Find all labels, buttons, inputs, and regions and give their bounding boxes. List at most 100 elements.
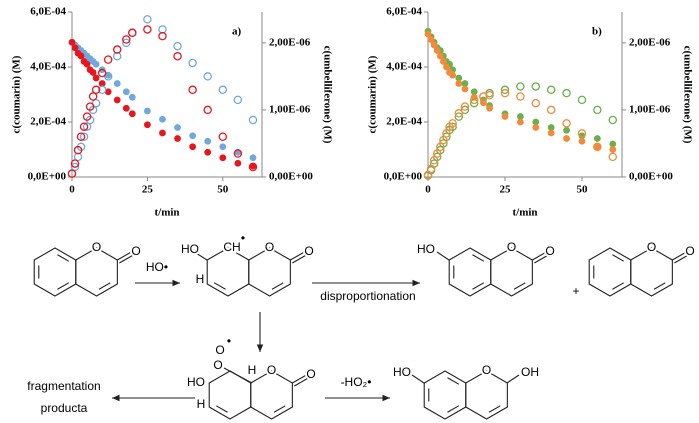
y2-axis-title: c(umbelliferone) (M) [321, 46, 333, 144]
data-point [71, 44, 79, 52]
data-point [443, 63, 450, 71]
data-point [113, 80, 121, 87]
y-tick-label: 6,0E-04 [30, 6, 66, 18]
data-point [516, 118, 524, 126]
bond [294, 377, 309, 387]
data-point [77, 52, 85, 60]
data-point [470, 93, 478, 101]
data-point [173, 41, 182, 51]
data-point [460, 102, 470, 111]
atom-label: O [267, 363, 276, 377]
atom-label: O [215, 343, 224, 357]
bond [292, 254, 307, 264]
atom-label: HO [393, 365, 411, 379]
double-bond [216, 405, 228, 413]
y-axis-title: c(coumarin) (M) [367, 55, 379, 133]
data-point [159, 115, 166, 123]
data-point [516, 113, 524, 120]
data-point [547, 124, 555, 131]
atom-label: O [213, 358, 222, 372]
double-bond [488, 405, 501, 413]
data-point [486, 104, 493, 112]
data-point [82, 122, 92, 131]
data-point [562, 119, 571, 128]
data-point [563, 135, 570, 142]
data-point [88, 92, 98, 101]
data-point [442, 129, 451, 138]
data-point [470, 88, 478, 96]
data-point [461, 80, 469, 87]
data-point [113, 96, 121, 104]
condition: disproportionation [320, 289, 415, 303]
data-point [531, 82, 541, 91]
data-point [234, 159, 242, 167]
x-tick-label: 0 [425, 184, 431, 196]
data-point [173, 52, 182, 61]
y2-axis-title: c(umbelliferone) (M) [681, 46, 693, 144]
double-bond [273, 405, 286, 413]
y2-tick-label: 2,00E-06 [629, 36, 671, 48]
data-point [516, 82, 525, 91]
data-point [122, 104, 130, 112]
data-point [532, 124, 540, 131]
data-point [577, 95, 587, 105]
double-bond [447, 405, 459, 413]
data-point [455, 74, 463, 82]
atom-label: O [685, 244, 694, 258]
data-point [67, 169, 77, 178]
data-point [122, 35, 131, 44]
atom-label: HO [187, 375, 205, 389]
data-point [248, 115, 258, 125]
data-point [189, 132, 197, 140]
data-point [593, 105, 602, 115]
ring [250, 370, 293, 420]
x-axis-title: t/min [154, 207, 179, 219]
y-tick-label: 4,0E-04 [386, 61, 422, 73]
double-bond [447, 377, 459, 385]
data-point [436, 142, 445, 152]
atom-label: O [545, 244, 554, 258]
data-point [469, 98, 479, 108]
y2-tick-label: 1,00E-06 [269, 103, 311, 115]
data-point [469, 95, 479, 105]
atom-label: O [131, 244, 140, 258]
data-point [531, 98, 541, 108]
data-point [189, 143, 197, 151]
data-point [188, 58, 197, 68]
fragmentation: producta [41, 401, 88, 415]
atom-label: O [482, 363, 491, 377]
data-point [248, 162, 258, 172]
data-point [219, 154, 227, 162]
data-point [203, 105, 212, 115]
x-axis-title: t/min [512, 207, 537, 219]
double-bond [57, 254, 69, 262]
data-point [516, 92, 525, 101]
charts: 0,0E+00 2,0E-04 4,0E-04 6,0E-04 0,00E+00 1,00… [11, 6, 694, 219]
plus: + [572, 284, 579, 298]
reagent: HO• [146, 260, 168, 274]
data-point [143, 25, 152, 34]
data-point [79, 122, 89, 131]
data-point [83, 60, 91, 68]
data-point [233, 95, 243, 105]
data-point [82, 112, 92, 121]
data-point [433, 47, 441, 54]
data-point [79, 132, 89, 142]
double-bond [612, 254, 624, 262]
ring [490, 247, 533, 297]
data-point [546, 85, 556, 95]
atom-label: H [196, 272, 205, 286]
data-point [480, 99, 487, 107]
atom-label: HO [181, 242, 199, 256]
ring [206, 247, 250, 297]
data-point [92, 74, 100, 82]
bond [534, 254, 549, 264]
data-point [188, 85, 197, 95]
data-point [218, 132, 228, 142]
x-tick-label: 0 [69, 184, 75, 196]
data-point [103, 55, 113, 64]
bond [195, 252, 208, 261]
data-point [68, 38, 76, 46]
bond [506, 374, 520, 384]
